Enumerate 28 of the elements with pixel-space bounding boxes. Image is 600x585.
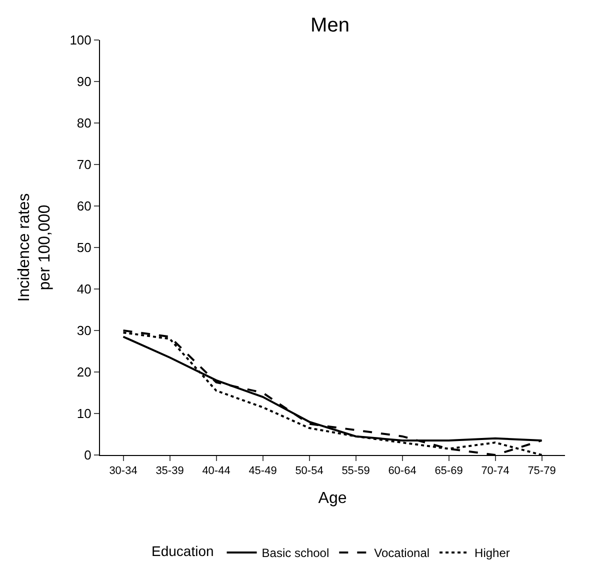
chart-title: Men <box>310 14 350 37</box>
y-tick-label: 80 <box>76 116 92 131</box>
y-tick-label: 40 <box>76 282 92 297</box>
legend-label: Higher <box>474 546 510 560</box>
x-tick-label: 70-74 <box>481 465 510 478</box>
y-tick-label: 70 <box>76 157 92 172</box>
legend-label: Vocational <box>374 546 430 560</box>
x-tick-label: 30-34 <box>109 465 138 478</box>
legend-label: Basic school <box>262 546 330 560</box>
x-tick-label: 45-49 <box>248 465 277 478</box>
x-tick-label: 35-39 <box>156 465 184 478</box>
x-tick-label: 50-54 <box>295 465 324 478</box>
y-tick-label: 60 <box>76 198 92 214</box>
y-tick-label: 20 <box>76 364 92 380</box>
x-tick-label: 40-44 <box>202 465 230 478</box>
legend-title: Education <box>152 543 214 560</box>
y-axis-title: Incidence rates per 100,000 <box>16 193 54 302</box>
y-tick-label: 10 <box>76 406 92 422</box>
y-tick-label: 90 <box>76 74 92 90</box>
y-tick-label: 100 <box>70 32 92 48</box>
y-tick-label: 30 <box>76 323 92 338</box>
x-tick-label: 75-79 <box>528 465 556 478</box>
x-tick-label: 65-69 <box>434 465 463 478</box>
x-tick-label: 60-64 <box>388 465 416 478</box>
x-tick-label: 55-59 <box>342 465 370 478</box>
y-tick-label: 0 <box>84 448 92 463</box>
y-tick-label: 50 <box>76 240 92 256</box>
x-axis-title: Age <box>318 490 347 507</box>
